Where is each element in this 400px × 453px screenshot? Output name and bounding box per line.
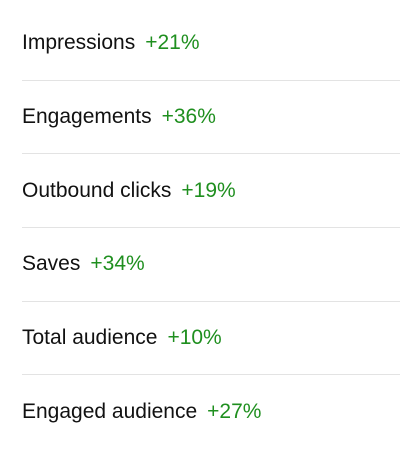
metric-label: Saves bbox=[22, 252, 81, 276]
metric-row: Engagements +36% bbox=[22, 81, 400, 155]
metric-row: Engaged audience +27% bbox=[22, 376, 400, 450]
metric-change: +36% bbox=[161, 104, 216, 128]
metric-label: Total audience bbox=[22, 326, 158, 350]
metric-change: +10% bbox=[167, 326, 222, 350]
metric-change: +34% bbox=[90, 252, 145, 276]
metric-row: Impressions +21% bbox=[22, 7, 400, 81]
metric-label: Outbound clicks bbox=[22, 178, 172, 202]
metric-label: Impressions bbox=[22, 31, 136, 55]
metric-row: Saves +34% bbox=[22, 228, 400, 302]
metric-label: Engaged audience bbox=[22, 400, 198, 424]
metric-row: Outbound clicks +19% bbox=[22, 154, 400, 228]
metric-row: Total audience +10% bbox=[22, 302, 400, 376]
metric-label: Engagements bbox=[22, 104, 152, 128]
metric-change: +27% bbox=[207, 400, 262, 424]
metric-change: +21% bbox=[145, 31, 200, 55]
metric-change: +19% bbox=[181, 178, 236, 202]
